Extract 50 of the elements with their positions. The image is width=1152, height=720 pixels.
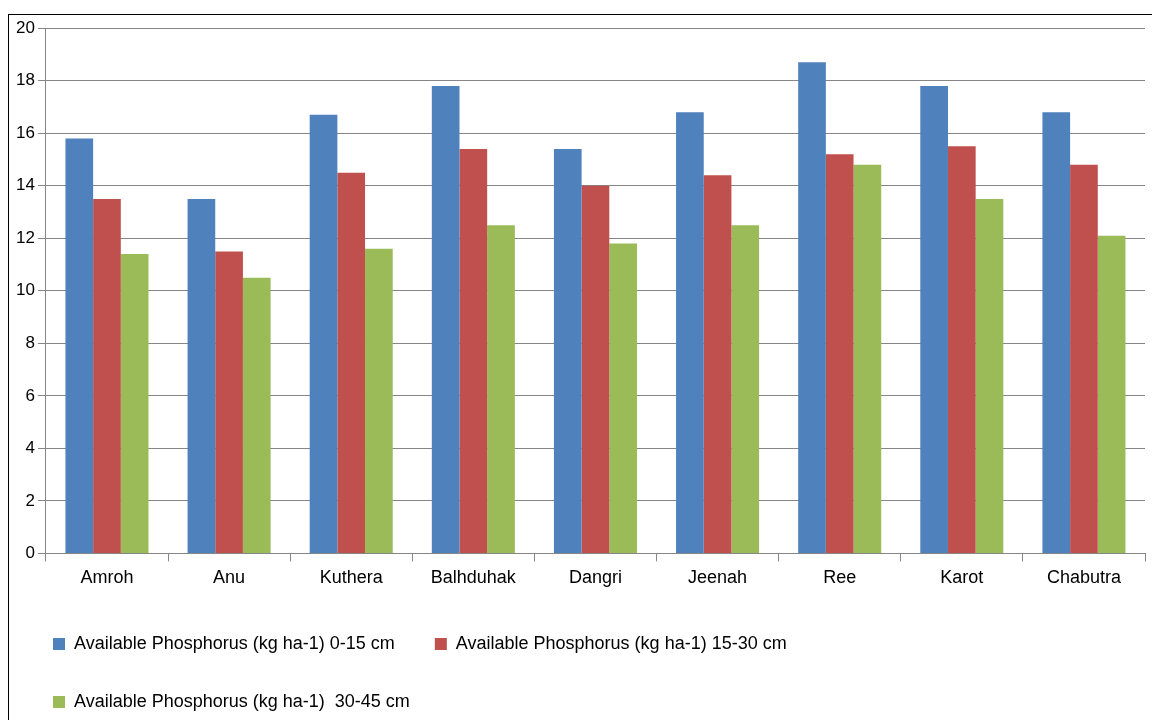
legend-label: Available Phosphorus (kg ha-1) 0-15 cm	[74, 632, 395, 653]
y-tick-label: 10	[15, 280, 35, 300]
x-tick-label: Chabutra	[1046, 567, 1122, 588]
bar	[676, 112, 704, 553]
bar	[93, 198, 121, 553]
bar	[215, 251, 243, 553]
bar	[581, 185, 610, 553]
x-tick-label: Amroh	[80, 567, 134, 588]
x-tick-label: Jeenah	[688, 567, 748, 588]
bar	[120, 254, 149, 553]
x-tick-label: Balhduhak	[430, 567, 517, 588]
x-tick-label: Dangri	[568, 567, 622, 588]
bar	[1070, 164, 1098, 553]
bar	[853, 164, 882, 553]
bar	[703, 175, 732, 553]
y-tick-label: 14	[15, 175, 35, 195]
bar	[1042, 112, 1071, 553]
bar	[947, 146, 976, 553]
y-tick-label: 0	[25, 543, 35, 563]
bar	[431, 85, 460, 553]
bar	[798, 62, 826, 553]
y-tick-label: 18	[15, 70, 35, 90]
y-tick-label: 8	[25, 333, 35, 353]
y-tick-label: 20	[15, 17, 35, 37]
bar	[731, 225, 760, 553]
y-tick-label: 16	[15, 122, 35, 142]
bar	[975, 198, 1004, 553]
bar	[65, 138, 94, 553]
bar	[242, 277, 271, 553]
bar	[487, 225, 515, 553]
bar	[1097, 235, 1126, 553]
y-tick-label: 12	[15, 227, 35, 247]
x-tick-label: Karot	[940, 567, 984, 588]
bar	[920, 85, 948, 553]
legend-label: Available Phosphorus (kg ha-1) 30-45 cm	[74, 690, 410, 711]
x-tick-label: Anu	[213, 567, 246, 588]
bar	[609, 243, 637, 553]
bar	[553, 149, 582, 553]
bar	[337, 172, 366, 553]
bar	[309, 114, 338, 553]
legend-label: Available Phosphorus (kg ha-1) 15-30 cm	[455, 632, 787, 653]
x-tick-label: Kuthera	[319, 567, 384, 588]
bar	[825, 154, 854, 553]
bar	[187, 198, 216, 553]
x-tick-label: Ree	[823, 567, 857, 588]
bar	[365, 248, 393, 553]
y-tick-label: 4	[25, 438, 35, 458]
y-tick-label: 6	[25, 385, 35, 405]
bar	[459, 149, 488, 553]
y-tick-label: 2	[25, 490, 35, 510]
